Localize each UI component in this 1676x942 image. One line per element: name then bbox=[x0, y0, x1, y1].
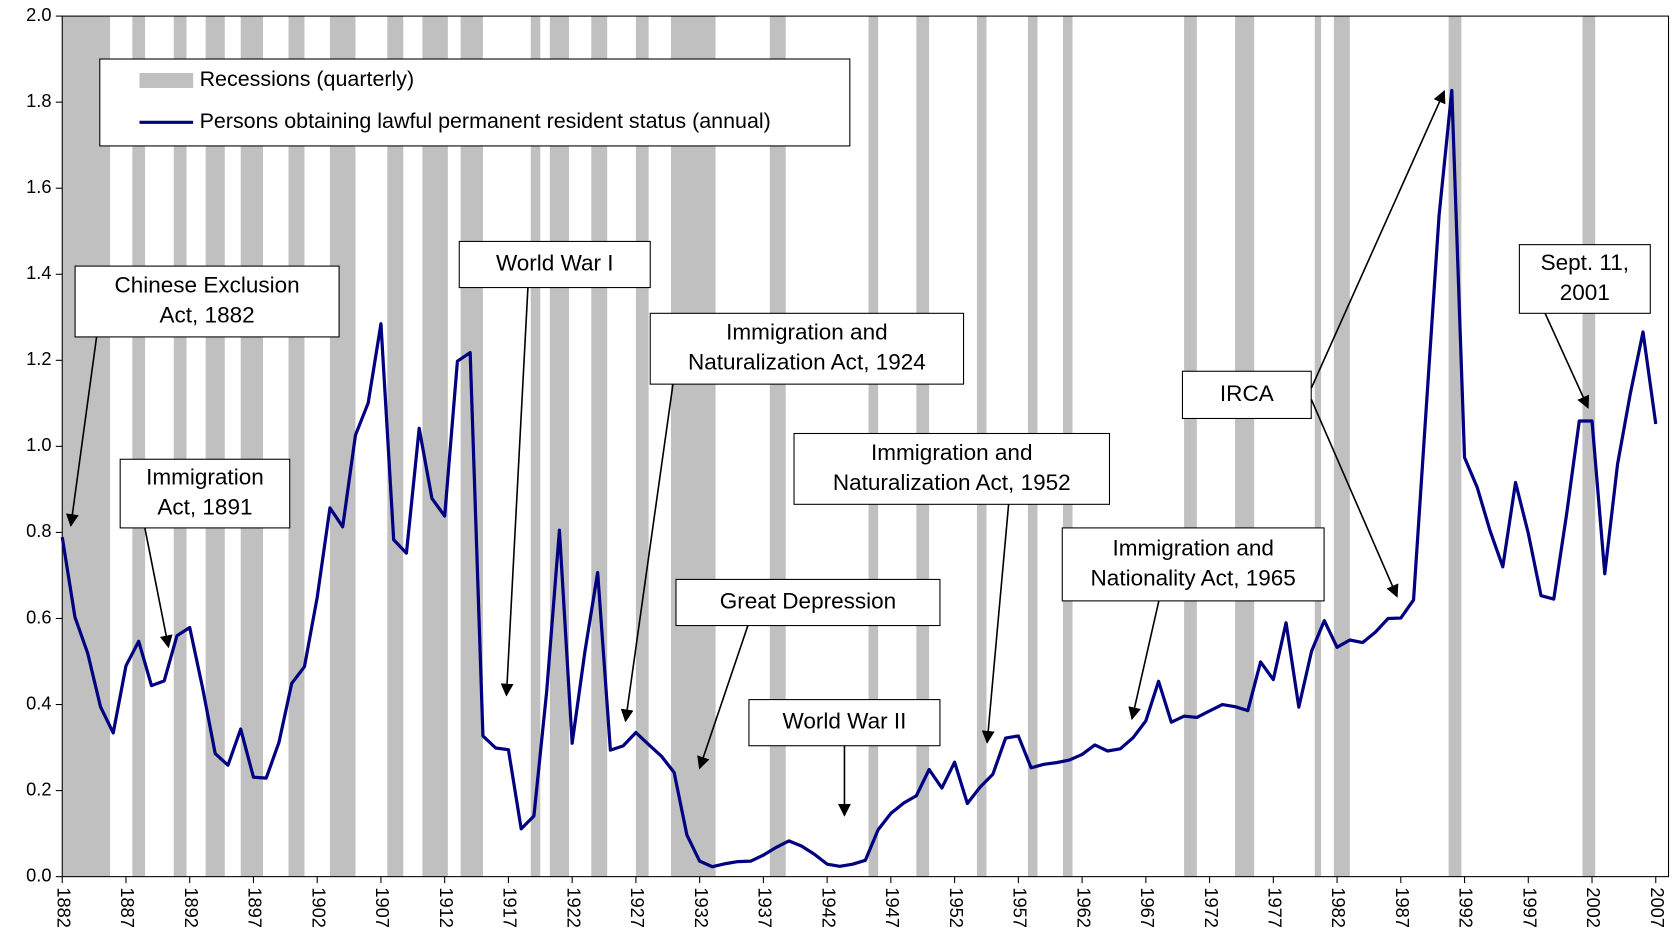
y-tick-label: 0.8 bbox=[26, 520, 51, 541]
annotation-box bbox=[74, 265, 340, 338]
annotation-text: Immigration and bbox=[871, 440, 1032, 465]
recession-band bbox=[387, 16, 404, 877]
recession-band bbox=[530, 16, 541, 877]
x-tick-label: 1917 bbox=[500, 887, 521, 928]
annotation-arrow bbox=[500, 287, 529, 697]
annotation-text: World War I bbox=[496, 250, 614, 275]
y-tick-label: 0.6 bbox=[26, 606, 51, 627]
annotation-box bbox=[649, 312, 965, 385]
y-tick-label: 1.0 bbox=[26, 434, 51, 455]
recession-band bbox=[205, 16, 225, 877]
annotation-text: Act, 1882 bbox=[160, 302, 255, 327]
x-tick-label: 1982 bbox=[1328, 887, 1349, 928]
x-tick-label: 1937 bbox=[755, 887, 776, 928]
y-tick-label: 1.2 bbox=[26, 348, 51, 369]
y-tick-label: 0.0 bbox=[26, 864, 51, 885]
annotation-arrow bbox=[697, 625, 749, 770]
x-tick-label: 1907 bbox=[372, 887, 393, 928]
annotation-text: Nationality Act, 1965 bbox=[1091, 565, 1296, 590]
recession-band bbox=[1314, 16, 1322, 877]
legend-label: Recessions (quarterly) bbox=[200, 67, 415, 91]
x-tick-label: 1947 bbox=[882, 887, 903, 928]
annotation-text: Naturalization Act, 1952 bbox=[833, 470, 1071, 495]
y-tick-label: 1.6 bbox=[26, 176, 51, 197]
annotation-arrow bbox=[144, 527, 173, 649]
x-tick-label: 1912 bbox=[436, 887, 457, 928]
annotation-text: Sept. 11, bbox=[1541, 250, 1629, 275]
recession-band bbox=[288, 16, 305, 877]
annotation-text: Naturalization Act, 1924 bbox=[688, 350, 926, 375]
legend-swatch bbox=[139, 72, 194, 88]
annotation-arrow bbox=[1544, 312, 1590, 409]
annotation-box bbox=[119, 458, 291, 529]
annotation-box bbox=[1061, 527, 1325, 602]
x-tick-label: 1997 bbox=[1519, 887, 1540, 928]
annotation-text: Immigration and bbox=[1112, 535, 1273, 560]
x-tick-label: 1977 bbox=[1265, 887, 1286, 928]
annotation-box bbox=[675, 578, 941, 627]
recession-band bbox=[635, 16, 649, 877]
recession-band bbox=[549, 16, 569, 877]
recession-band bbox=[422, 16, 448, 877]
annotation-text: Immigration bbox=[146, 465, 264, 490]
annotation-text: 2001 bbox=[1560, 280, 1610, 305]
y-tick-label: 0.2 bbox=[26, 778, 51, 799]
annotation-text: Great Depression bbox=[720, 588, 896, 613]
x-tick-label: 1887 bbox=[117, 887, 138, 928]
x-tick-label: 1962 bbox=[1073, 887, 1094, 928]
recession-band bbox=[329, 16, 356, 877]
annotation-arrow bbox=[1128, 600, 1160, 721]
x-tick-label: 1992 bbox=[1456, 887, 1477, 928]
x-tick-label: 1922 bbox=[563, 887, 584, 928]
legend-box bbox=[99, 58, 851, 147]
recession-band bbox=[1184, 16, 1197, 877]
annotation-box bbox=[793, 432, 1111, 505]
recession-band bbox=[1582, 16, 1596, 877]
y-tick-label: 0.4 bbox=[26, 692, 51, 713]
annotation-arrow bbox=[66, 336, 98, 528]
x-tick-label: 1892 bbox=[181, 887, 202, 928]
x-tick-label: 2007 bbox=[1647, 887, 1668, 928]
x-tick-label: 1927 bbox=[627, 887, 648, 928]
recession-band bbox=[769, 16, 786, 877]
recession-band bbox=[173, 16, 187, 877]
x-tick-label: 1882 bbox=[53, 887, 74, 928]
y-tick-label: 1.4 bbox=[26, 262, 51, 283]
x-tick-label: 1967 bbox=[1137, 887, 1158, 928]
x-tick-label: 1987 bbox=[1392, 887, 1413, 928]
x-tick-label: 1932 bbox=[691, 887, 712, 928]
plot: 0.0 0.2 0.4 0.6 0.8 1.0 1.2 1.4 1.6 1.8 2.0 1882 188… bbox=[26, 4, 1670, 928]
annotation-arrow bbox=[620, 362, 677, 723]
annotation-box bbox=[1518, 244, 1651, 314]
x-tick-label: 1957 bbox=[1010, 887, 1031, 928]
y-tick-label: 1.8 bbox=[26, 90, 51, 111]
annotation-box bbox=[1181, 370, 1312, 420]
annotation-text: IRCA bbox=[1220, 381, 1274, 406]
annotation-text: Chinese Exclusion bbox=[114, 272, 299, 297]
x-tick-label: 1902 bbox=[308, 887, 329, 928]
x-tick-label: 1942 bbox=[818, 887, 839, 928]
x-tick-label: 1952 bbox=[946, 887, 967, 928]
y-tick-label: 2.0 bbox=[26, 4, 51, 25]
series-line bbox=[60, 88, 1658, 869]
x-tick-label: 1897 bbox=[245, 887, 266, 928]
recession-band bbox=[62, 16, 111, 877]
annotation-text: World War II bbox=[783, 709, 907, 734]
recession-band bbox=[240, 16, 264, 877]
recession-band bbox=[132, 16, 146, 877]
recession-band bbox=[1235, 16, 1255, 877]
legend-label: Persons obtaining lawful permanent resid… bbox=[200, 109, 771, 133]
annotation-arrow bbox=[1310, 398, 1399, 598]
annotation-arrow bbox=[1310, 90, 1446, 389]
recession-band bbox=[670, 16, 716, 877]
x-tick-label: 1972 bbox=[1201, 887, 1222, 928]
annotation-box bbox=[458, 240, 651, 289]
x-tick-label: 2002 bbox=[1583, 887, 1604, 928]
annotation-arrow bbox=[981, 504, 1010, 744]
annotation-text: Immigration and bbox=[726, 320, 887, 345]
annotation-box bbox=[748, 699, 941, 747]
annotation-text: Act, 1891 bbox=[157, 495, 252, 520]
recession-band bbox=[1333, 16, 1350, 877]
